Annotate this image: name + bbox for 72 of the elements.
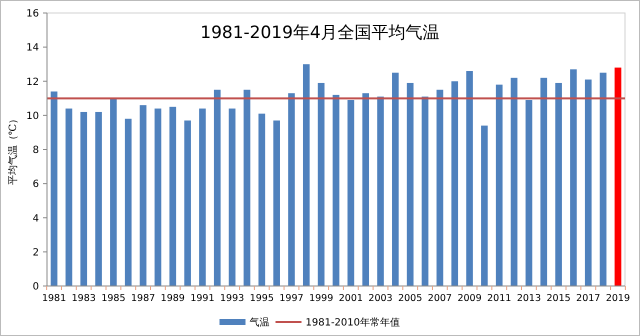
y-tick-label: 4 <box>32 213 39 224</box>
y-tick-label: 16 <box>26 8 39 20</box>
bar <box>302 64 310 286</box>
bar <box>570 69 577 286</box>
bar <box>154 108 162 286</box>
legend-label: 气温 <box>250 316 270 328</box>
bar <box>273 120 280 286</box>
x-tick-label: 1991 <box>190 293 215 304</box>
bar <box>422 96 428 286</box>
x-tick-label: 1987 <box>130 293 156 304</box>
bar <box>540 78 548 286</box>
bar <box>258 114 266 286</box>
bar <box>392 72 399 286</box>
bar <box>288 93 295 286</box>
x-tick-label: 1993 <box>220 293 244 304</box>
y-tick-label: 10 <box>26 110 39 122</box>
bar <box>436 90 444 286</box>
x-tick-label: 1995 <box>250 293 274 304</box>
bar <box>199 108 206 286</box>
bar <box>80 112 88 286</box>
bar <box>110 98 117 286</box>
text: 1981-2019年4月全国平均气温 <box>200 23 440 43</box>
bar <box>584 80 592 286</box>
legend-label: 1981-2010年常年值 <box>306 316 400 328</box>
bar <box>496 84 503 286</box>
bar <box>332 94 340 286</box>
bar <box>95 112 102 286</box>
bar <box>377 96 384 286</box>
x-tick-label: 2015 <box>546 293 571 304</box>
bar <box>526 100 532 286</box>
x-tick-label: 2013 <box>516 293 542 304</box>
x-tick-label: 1983 <box>72 293 96 304</box>
y-tick-label: 0 <box>32 282 39 292</box>
y-axis-title: 平均气温（℃） <box>7 114 19 186</box>
bar <box>318 82 324 286</box>
bar <box>66 108 72 286</box>
bar <box>50 91 58 286</box>
bar <box>140 105 146 286</box>
bar <box>362 93 370 286</box>
y-tick-label: 6 <box>32 179 39 190</box>
bar <box>451 81 458 286</box>
bar <box>228 108 236 286</box>
y-tick-label: 14 <box>26 42 39 54</box>
x-tick-label: 1985 <box>101 293 126 304</box>
x-tick-label: 1989 <box>160 293 185 304</box>
bar <box>600 72 606 286</box>
y-tick-label: 2 <box>32 247 39 258</box>
x-tick-label: 2005 <box>398 293 422 304</box>
x-tick-label: 1999 <box>309 293 334 304</box>
bar <box>184 120 191 286</box>
x-tick-label: 2007 <box>428 293 452 304</box>
y-tick-label: 8 <box>32 145 39 156</box>
bar <box>124 118 132 286</box>
bar <box>214 90 221 286</box>
x-tick-label: 2019 <box>606 293 630 304</box>
bar <box>466 71 473 286</box>
x-tick-label: 2011 <box>487 293 512 304</box>
bar <box>555 82 562 286</box>
x-tick-label: 2017 <box>576 293 600 304</box>
x-tick-label: 2003 <box>368 293 393 304</box>
bar <box>244 90 250 286</box>
x-tick-label: 1997 <box>279 293 304 304</box>
bar <box>510 78 518 286</box>
x-tick-label: 1981 <box>42 293 66 304</box>
bar <box>481 126 488 286</box>
bar <box>348 100 354 286</box>
bar <box>406 82 414 286</box>
x-tick-label: 2001 <box>338 293 363 304</box>
bar <box>614 68 622 286</box>
y-tick-label: 12 <box>26 76 39 88</box>
bar <box>169 106 176 286</box>
x-tick-label: 2009 <box>457 293 482 304</box>
